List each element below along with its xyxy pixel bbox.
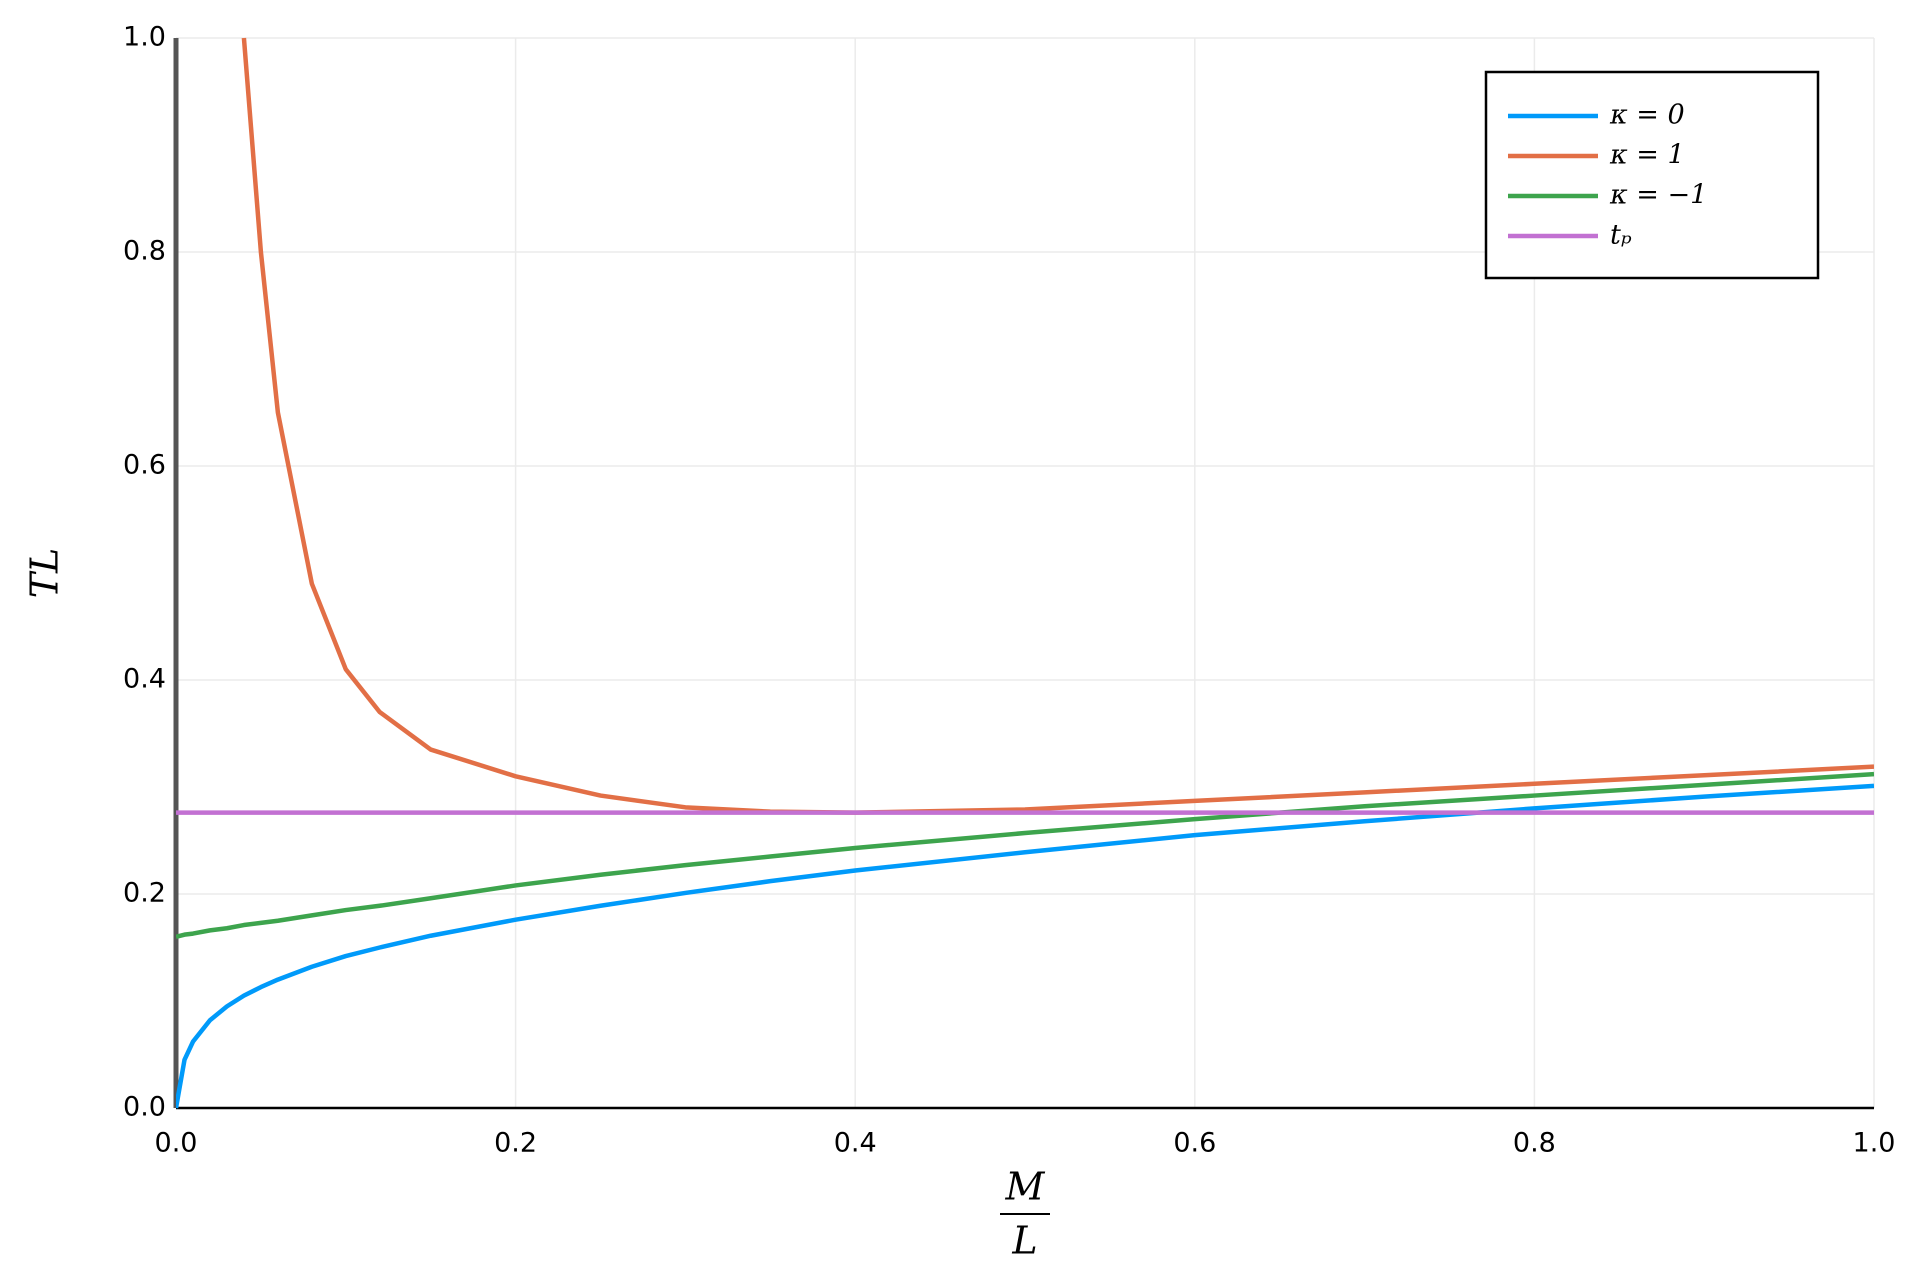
x-tick-label: 1.0 [1853,1128,1896,1159]
y-tick-label: 0.6 [123,450,166,481]
legend-label: κ = −1 [1609,180,1707,211]
x-tick-label: 0.8 [1513,1128,1556,1159]
y-axis-label: TL [23,548,67,599]
x-tick-label: 0.2 [494,1128,537,1159]
series-line [176,783,1874,1109]
series-line [241,37,1874,815]
legend-box [1484,70,1820,280]
x-tick-label: 0.0 [155,1128,198,1159]
legend-label: κ = 1 [1609,140,1685,171]
y-tick-label: 0.4 [123,664,166,695]
x-tick-label: 0.6 [1173,1128,1216,1159]
legend-label: tₚ [1610,220,1632,251]
y-tick-label: 0.0 [123,1092,166,1123]
legend-label: κ = 0 [1609,100,1685,131]
x-tick-label: 0.4 [834,1128,877,1159]
y-tick-label: 0.2 [123,878,166,909]
y-tick-label: 1.0 [123,22,166,53]
x-axis-label-numerator: M [1005,1165,1046,1209]
x-axis-label-denominator: L [1011,1219,1037,1263]
series-line [176,771,1874,939]
y-tick-label: 0.8 [123,236,166,267]
